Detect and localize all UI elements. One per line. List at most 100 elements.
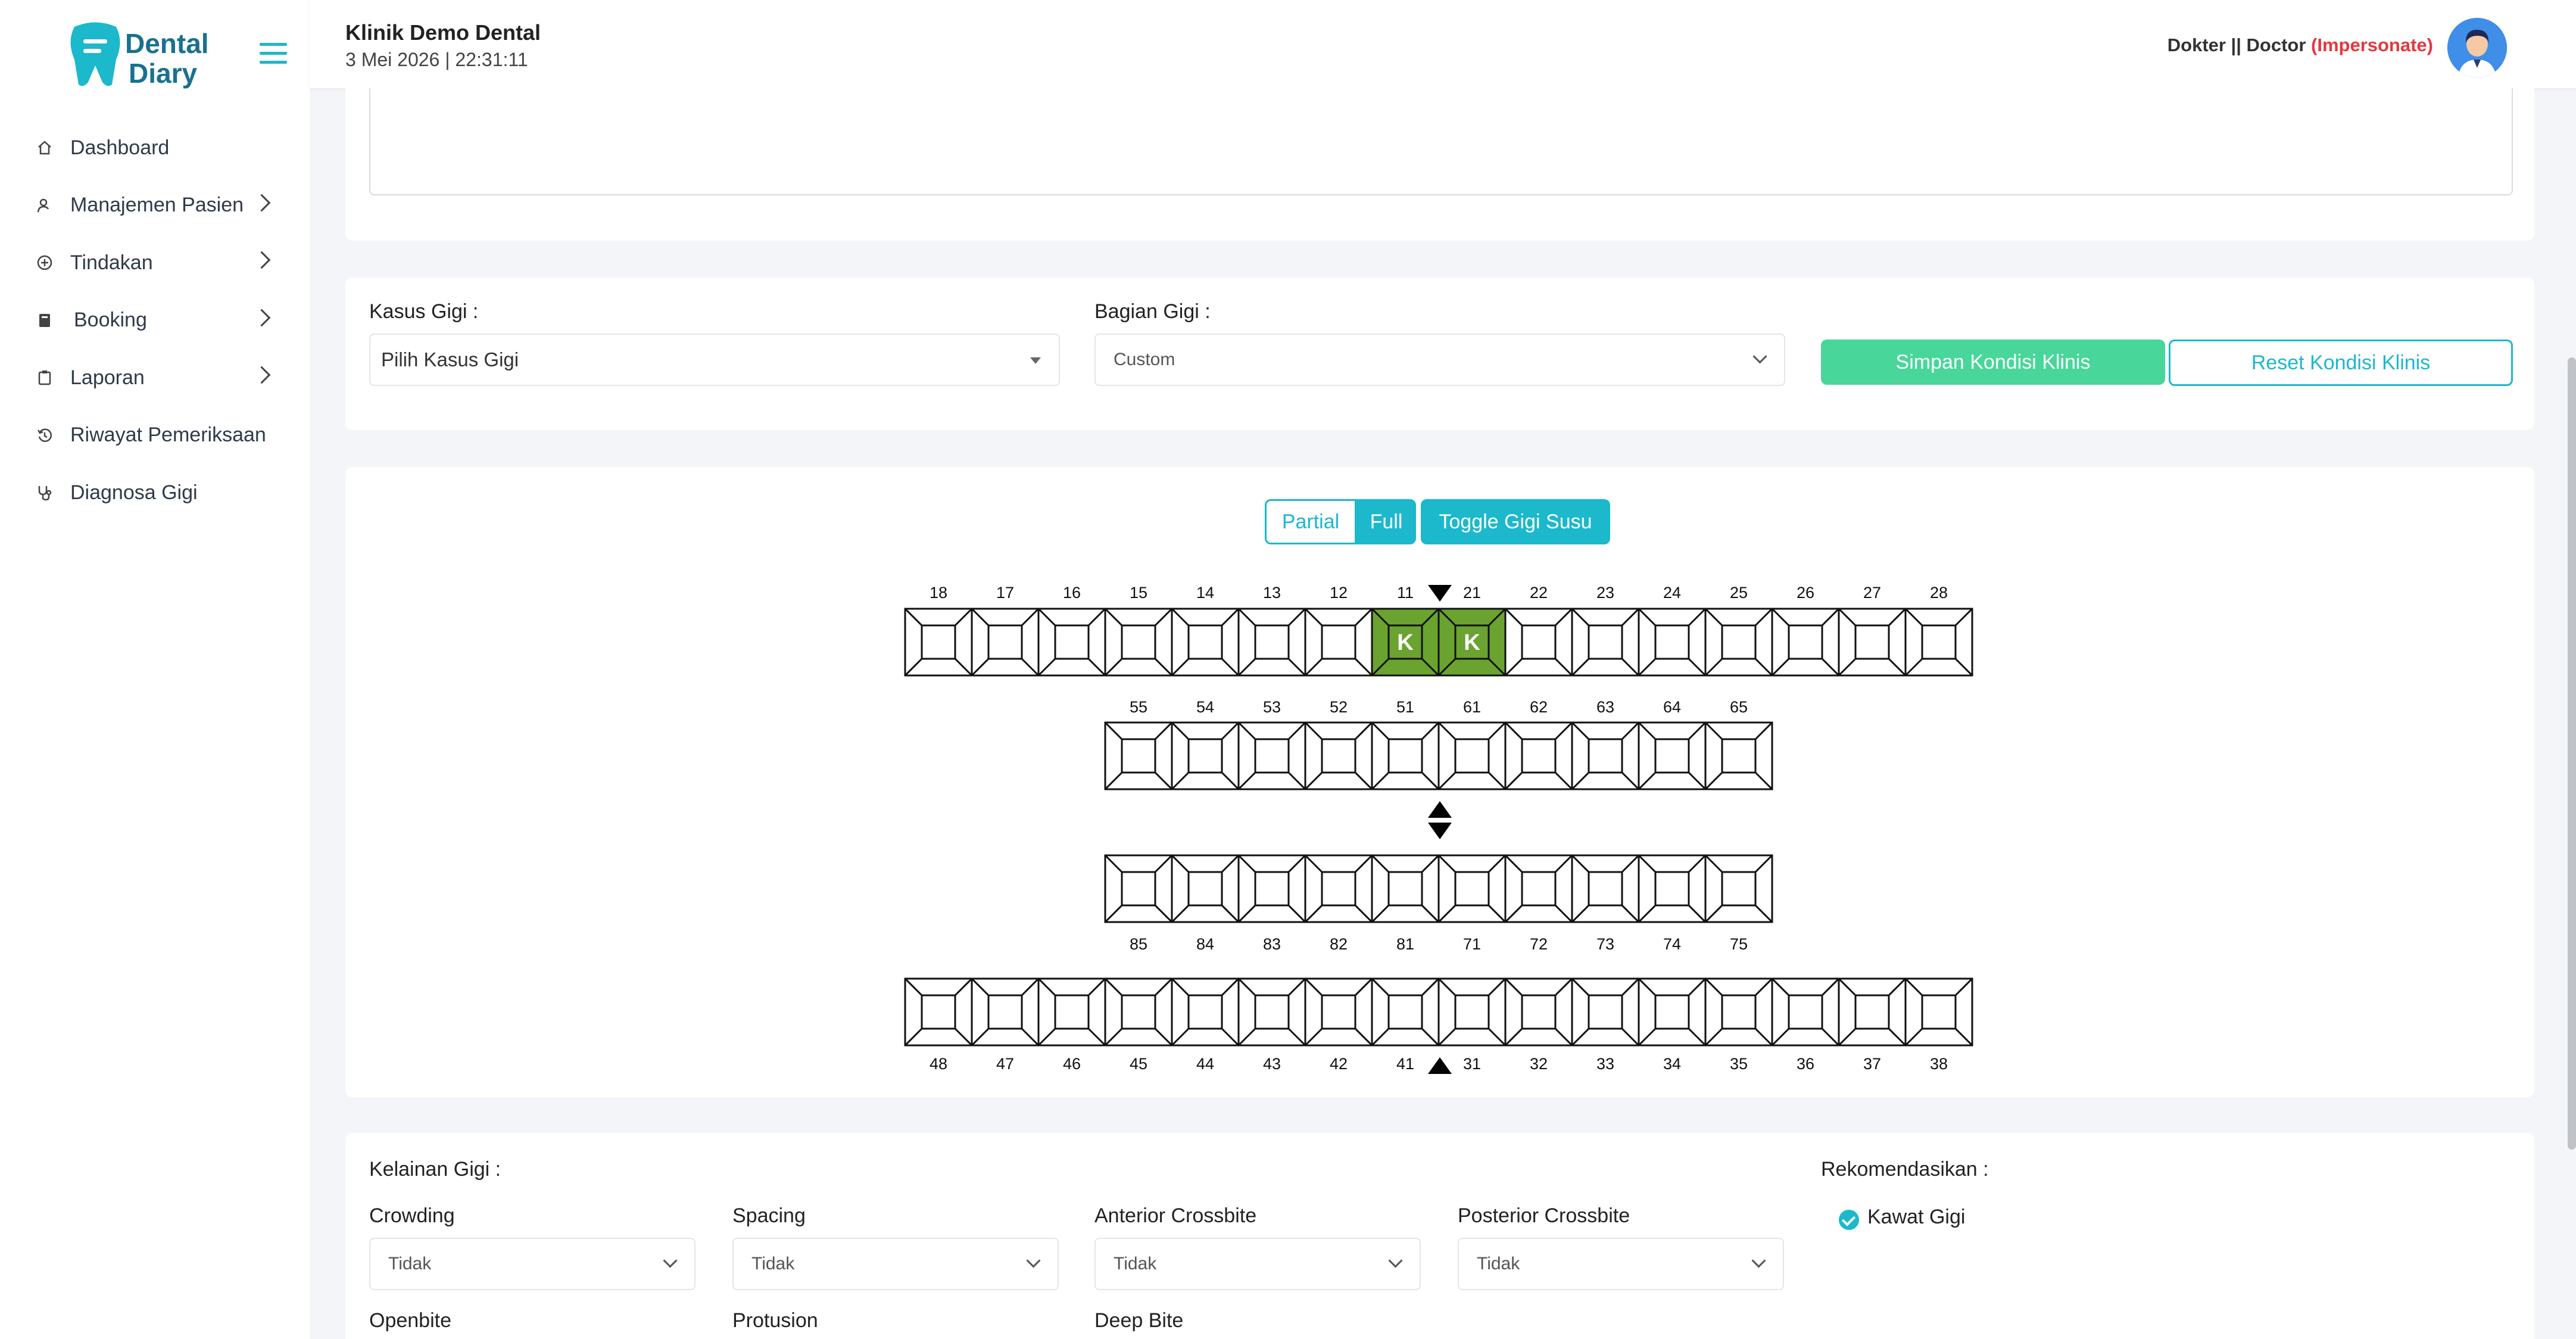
tooth-45[interactable] bbox=[1104, 977, 1173, 1047]
tooth-18[interactable] bbox=[904, 608, 973, 677]
toggle-gigi-susu-button[interactable]: Toggle Gigi Susu bbox=[1421, 499, 1610, 544]
tooth-25[interactable] bbox=[1704, 608, 1773, 677]
tooth-46[interactable] bbox=[1037, 977, 1106, 1047]
sidebar-item-laporan[interactable]: Laporan bbox=[36, 349, 286, 407]
kasus-gigi-select[interactable]: Pilih Kasus Gigi bbox=[369, 334, 1060, 386]
tooth-61[interactable] bbox=[1437, 721, 1507, 790]
spacing-select[interactable]: Tidak bbox=[732, 1238, 1059, 1290]
tooth-number-35: 35 bbox=[1730, 1055, 1748, 1073]
page-scrollbar[interactable] bbox=[2568, 357, 2576, 1150]
dental-diary-logo[interactable]: Dental Diary bbox=[66, 18, 220, 89]
current-datetime: 3 Mei 2026 | 22:31:11 bbox=[345, 49, 528, 70]
tooth-41[interactable] bbox=[1371, 977, 1440, 1047]
tooth-84[interactable] bbox=[1171, 854, 1240, 923]
tooth-number-84: 84 bbox=[1196, 935, 1214, 953]
tooth-85[interactable] bbox=[1104, 854, 1173, 923]
tooth-81[interactable] bbox=[1371, 854, 1440, 923]
avatar[interactable] bbox=[2447, 18, 2507, 77]
tooth-number-48: 48 bbox=[930, 1055, 947, 1073]
tooth-23[interactable] bbox=[1571, 608, 1640, 677]
menu-toggle-icon[interactable] bbox=[260, 43, 287, 70]
tooth-number-37: 37 bbox=[1863, 1055, 1881, 1073]
posterior-crossbite-select[interactable]: Tidak bbox=[1458, 1238, 1784, 1290]
tooth-number-25: 25 bbox=[1730, 584, 1748, 602]
tooth-37[interactable] bbox=[1838, 977, 1907, 1047]
tooth-28[interactable] bbox=[1904, 608, 1973, 677]
partial-toggle-button[interactable]: Partial bbox=[1265, 499, 1356, 544]
sidebar-item-riwayat-pemeriksaan[interactable]: Riwayat Pemeriksaan bbox=[36, 407, 286, 465]
notes-textarea[interactable] bbox=[369, 88, 2513, 195]
tooth-number-27: 27 bbox=[1863, 584, 1881, 602]
sidebar-item-dashboard[interactable]: Dashboard bbox=[36, 119, 286, 177]
tooth-15[interactable] bbox=[1104, 608, 1173, 677]
tooth-48[interactable] bbox=[904, 977, 973, 1047]
user-info[interactable]: Dokter || Doctor (Impersonate) bbox=[2168, 35, 2433, 56]
tooth-38[interactable] bbox=[1904, 977, 1973, 1047]
tooth-42[interactable] bbox=[1304, 977, 1373, 1047]
tooth-34[interactable] bbox=[1638, 977, 1707, 1047]
tooth-74[interactable] bbox=[1638, 854, 1707, 923]
tooth-83[interactable] bbox=[1237, 854, 1306, 923]
tooth-number-21: 21 bbox=[1463, 584, 1481, 602]
tooth-62[interactable] bbox=[1504, 721, 1573, 790]
tooth-32[interactable] bbox=[1504, 977, 1573, 1047]
tooth-35[interactable] bbox=[1704, 977, 1773, 1047]
midline-arrow-down-icon bbox=[1428, 585, 1452, 602]
tooth-64[interactable] bbox=[1638, 721, 1707, 790]
tooth-16[interactable] bbox=[1037, 608, 1106, 677]
tooth-53[interactable] bbox=[1237, 721, 1306, 790]
simpan-kondisi-button[interactable]: Simpan Kondisi Klinis bbox=[1821, 340, 2165, 385]
tooth-number-18: 18 bbox=[930, 584, 947, 602]
tooth-43[interactable] bbox=[1237, 977, 1306, 1047]
tooth-number-74: 74 bbox=[1663, 935, 1681, 953]
tooth-26[interactable] bbox=[1771, 608, 1840, 677]
tooth-75[interactable] bbox=[1704, 854, 1773, 923]
full-toggle-button[interactable]: Full bbox=[1356, 499, 1416, 544]
tooth-17[interactable] bbox=[971, 608, 1040, 677]
tooth-71[interactable] bbox=[1437, 854, 1507, 923]
tooth-52[interactable] bbox=[1304, 721, 1373, 790]
tooth-51[interactable] bbox=[1371, 721, 1440, 790]
tooth-21[interactable]: K bbox=[1437, 608, 1507, 677]
tooth-73[interactable] bbox=[1571, 854, 1640, 923]
tooth-72[interactable] bbox=[1504, 854, 1573, 923]
tooth-number-47: 47 bbox=[996, 1055, 1014, 1073]
tooth-24[interactable] bbox=[1638, 608, 1707, 677]
crowding-select[interactable]: Tidak bbox=[369, 1238, 696, 1290]
tooth-11[interactable]: K bbox=[1371, 608, 1440, 677]
tooth-mark-label: K bbox=[1397, 630, 1414, 655]
anterior-crossbite-label: Anterior Crossbite bbox=[1094, 1204, 1257, 1227]
tooth-31[interactable] bbox=[1437, 977, 1507, 1047]
reset-kondisi-button[interactable]: Reset Kondisi Klinis bbox=[2169, 340, 2513, 386]
tooth-36[interactable] bbox=[1771, 977, 1840, 1047]
bagian-gigi-select[interactable]: Custom bbox=[1094, 334, 1785, 386]
impersonate-label: (Impersonate) bbox=[2311, 35, 2433, 55]
sidebar-item-tindakan[interactable]: Tindakan bbox=[36, 234, 286, 292]
tooth-54[interactable] bbox=[1171, 721, 1240, 790]
kawat-gigi-label[interactable]: Kawat Gigi bbox=[1867, 1206, 1966, 1228]
tooth-14[interactable] bbox=[1171, 608, 1240, 677]
tooth-63[interactable] bbox=[1571, 721, 1640, 790]
arrow-down-icon[interactable] bbox=[1428, 823, 1452, 839]
tooth-55[interactable] bbox=[1104, 721, 1173, 790]
tooth-number-42: 42 bbox=[1330, 1055, 1348, 1073]
tooth-27[interactable] bbox=[1838, 608, 1907, 677]
anterior-crossbite-select[interactable]: Tidak bbox=[1094, 1238, 1421, 1290]
tooth-13[interactable] bbox=[1237, 608, 1306, 677]
tooth-82[interactable] bbox=[1304, 854, 1373, 923]
kawat-gigi-checkbox[interactable] bbox=[1839, 1210, 1859, 1230]
tooth-number-45: 45 bbox=[1130, 1055, 1147, 1073]
tooth-33[interactable] bbox=[1571, 977, 1640, 1047]
tooth-47[interactable] bbox=[971, 977, 1040, 1047]
sidebar-item-label: Laporan bbox=[70, 366, 145, 389]
tooth-12[interactable] bbox=[1304, 608, 1373, 677]
sidebar-item-manajemen-pasien[interactable]: Manajemen Pasien bbox=[36, 177, 286, 235]
sidebar-item-diagnosa-gigi[interactable]: Diagnosa Gigi bbox=[36, 464, 286, 522]
tooth-65[interactable] bbox=[1704, 721, 1773, 790]
arrow-up-icon[interactable] bbox=[1428, 801, 1452, 818]
sidebar-item-booking[interactable]: Booking bbox=[36, 292, 286, 350]
tooth-44[interactable] bbox=[1171, 977, 1240, 1047]
tooth-22[interactable] bbox=[1504, 608, 1573, 677]
openbite-label: Openbite bbox=[369, 1309, 451, 1332]
